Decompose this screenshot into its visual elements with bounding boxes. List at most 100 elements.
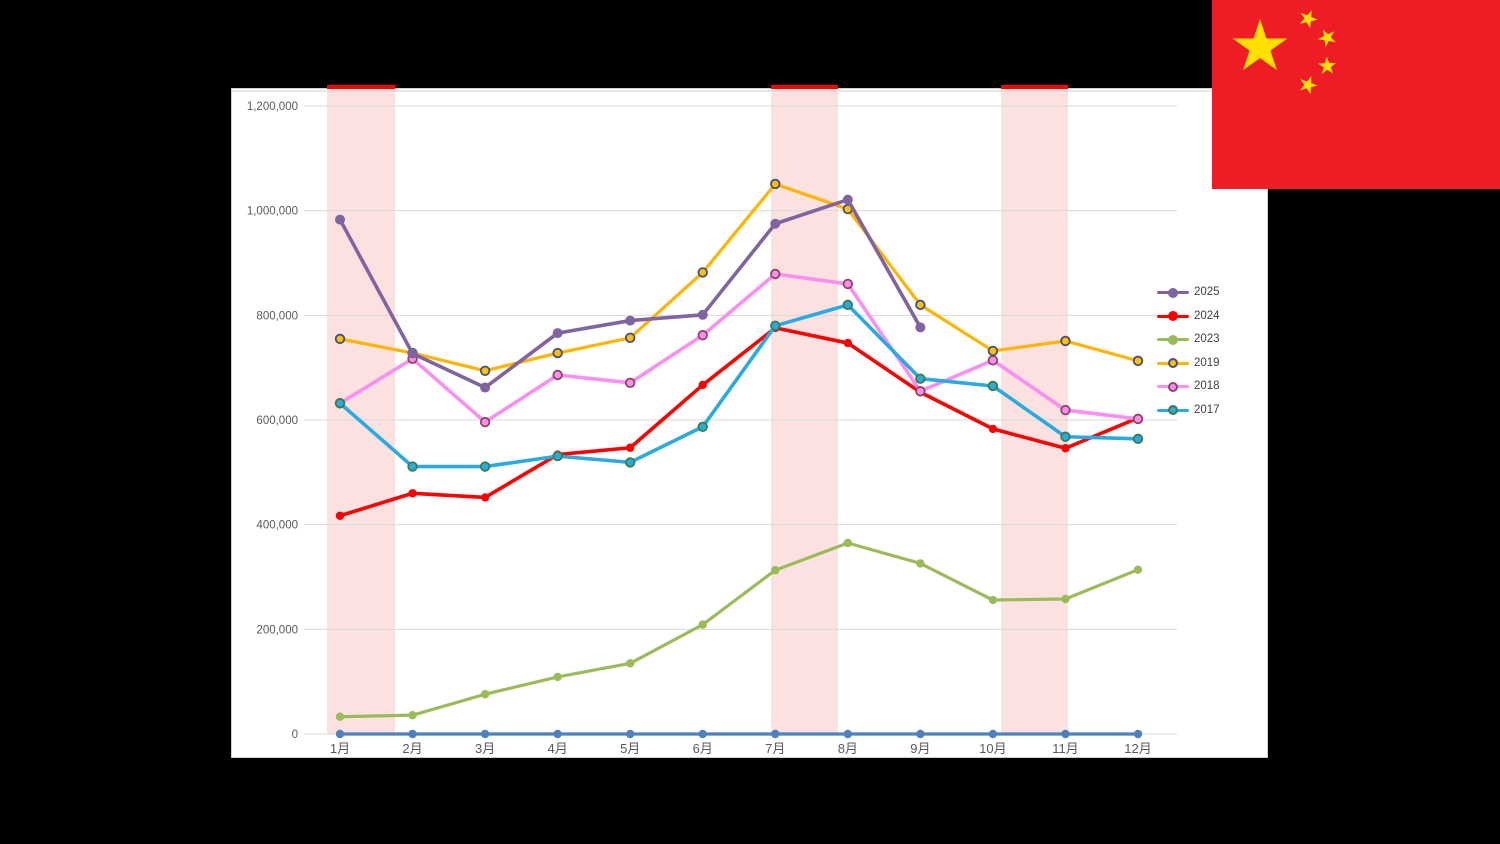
series-marker-zero [625, 729, 635, 739]
legend-item-2018: 2018 [1157, 375, 1220, 399]
line-chart: 0 200,000 400,000 600,000 800,000 1,000,000 1,… [232, 90, 1213, 756]
x-tick-label: 10月 [979, 741, 1006, 756]
legend-swatch-icon [1157, 358, 1189, 369]
series-marker-2023 [698, 620, 707, 629]
series-marker-2025 [915, 322, 926, 333]
series-marker-2025 [552, 328, 563, 339]
series-marker-zero [1133, 729, 1143, 739]
y-tick-label: 1,000,000 [247, 206, 298, 218]
series-marker-2023 [916, 559, 925, 568]
series-line-2023 [338, 541, 1140, 719]
series-marker-2017 [407, 461, 418, 472]
y-tick-label: 600,000 [256, 415, 298, 427]
series-marker-2024 [843, 338, 853, 348]
series-marker-2019 [552, 347, 563, 359]
x-tick-label: 11月 [1052, 741, 1079, 756]
series-marker-2025 [625, 315, 636, 326]
series-marker-2017 [624, 457, 636, 468]
series-marker-2023 [625, 659, 635, 668]
series-marker-2023 [1061, 594, 1070, 604]
star-icon [1317, 56, 1337, 74]
y-tick-label: 800,000 [256, 310, 298, 322]
x-tick-label: 9月 [910, 741, 930, 756]
series-marker-2023 [843, 538, 853, 548]
chart-legend: 2025 2024 2023 2019 2018 2017 [1157, 281, 1220, 422]
x-tick-label: 12月 [1124, 741, 1151, 756]
series-marker-zero [771, 729, 780, 739]
legend-swatch-icon [1157, 334, 1189, 345]
series-marker-2025 [407, 348, 418, 359]
legend-swatch-icon [1157, 381, 1189, 392]
series-marker-2018 [915, 386, 926, 397]
legend-label: 2025 [1194, 286, 1220, 299]
series-marker-2025 [697, 309, 708, 320]
series-marker-2017 [1132, 433, 1144, 445]
series-marker-2023 [553, 672, 562, 682]
series-marker-2019 [479, 365, 491, 377]
series-marker-2023 [408, 710, 417, 720]
y-tick-label: 200,000 [256, 624, 298, 636]
series-marker-2019 [1060, 335, 1071, 347]
series-line-2019 [338, 182, 1140, 373]
legend-label: 2018 [1194, 380, 1220, 393]
series-marker-2024 [408, 489, 417, 498]
series-line-2024 [338, 326, 1140, 518]
series-line-2017 [338, 303, 1140, 469]
series-marker-2019 [915, 299, 926, 311]
star-icon [1232, 18, 1288, 71]
legend-item-2017: 2017 [1157, 399, 1220, 423]
legend-swatch-icon [1157, 287, 1189, 298]
y-tick-label: 0 [292, 729, 298, 741]
series-marker-2024 [1061, 444, 1070, 453]
legend-swatch-icon [1157, 311, 1189, 322]
flag-of-china [1212, 0, 1500, 189]
x-tick-label: 8月 [838, 741, 858, 756]
series-marker-zero [916, 729, 925, 739]
series-marker-2019 [1132, 355, 1144, 367]
legend-item-2019: 2019 [1157, 352, 1220, 376]
x-tick-label: 2月 [402, 741, 422, 756]
legend-label: 2024 [1194, 309, 1220, 322]
series-line-2025 [338, 197, 923, 390]
y-tick-label: 400,000 [256, 520, 298, 532]
series-line-2018 [338, 272, 1140, 424]
series-marker-2018 [624, 377, 636, 389]
series-marker-2017 [479, 461, 491, 472]
series-marker-2024 [988, 424, 998, 434]
series-marker-2019 [624, 332, 636, 344]
series-marker-2017 [842, 299, 854, 311]
series-marker-2025 [842, 194, 853, 205]
x-tick-label: 7月 [765, 741, 785, 756]
star-icon [1317, 29, 1336, 48]
series-marker-2019 [987, 345, 999, 357]
series-marker-zero [843, 729, 853, 739]
series-marker-2024 [335, 511, 345, 520]
x-tick-label: 1月 [330, 741, 350, 756]
series-marker-2018 [1132, 413, 1144, 425]
series-marker-2018 [770, 268, 781, 280]
series-marker-2017 [334, 398, 346, 409]
series-marker-zero [553, 729, 562, 739]
series-marker-2019 [697, 267, 708, 278]
series-marker-2018 [697, 330, 708, 341]
series-marker-2017 [915, 373, 926, 384]
series-marker-2018 [1060, 404, 1071, 416]
series-marker-2019 [770, 178, 781, 190]
chart-panel: 0 200,000 400,000 600,000 800,000 1,000,000 1,… [231, 85, 1268, 758]
series-marker-zero [1061, 729, 1070, 739]
series-marker-zero [480, 729, 490, 739]
series-marker-2017 [770, 320, 781, 332]
x-tick-label: 3月 [475, 741, 495, 756]
series-marker-2023 [1133, 565, 1143, 574]
series-marker-2023 [480, 690, 490, 699]
series-marker-2024 [480, 493, 490, 502]
star-icon [1299, 10, 1318, 29]
series-marker-zero [408, 729, 417, 739]
legend-label: 2023 [1194, 333, 1220, 346]
series-marker-zero [698, 729, 707, 739]
series-marker-2023 [771, 565, 780, 575]
series-marker-2017 [987, 380, 999, 392]
series-marker-2023 [988, 595, 998, 605]
legend-item-2024: 2024 [1157, 305, 1220, 329]
